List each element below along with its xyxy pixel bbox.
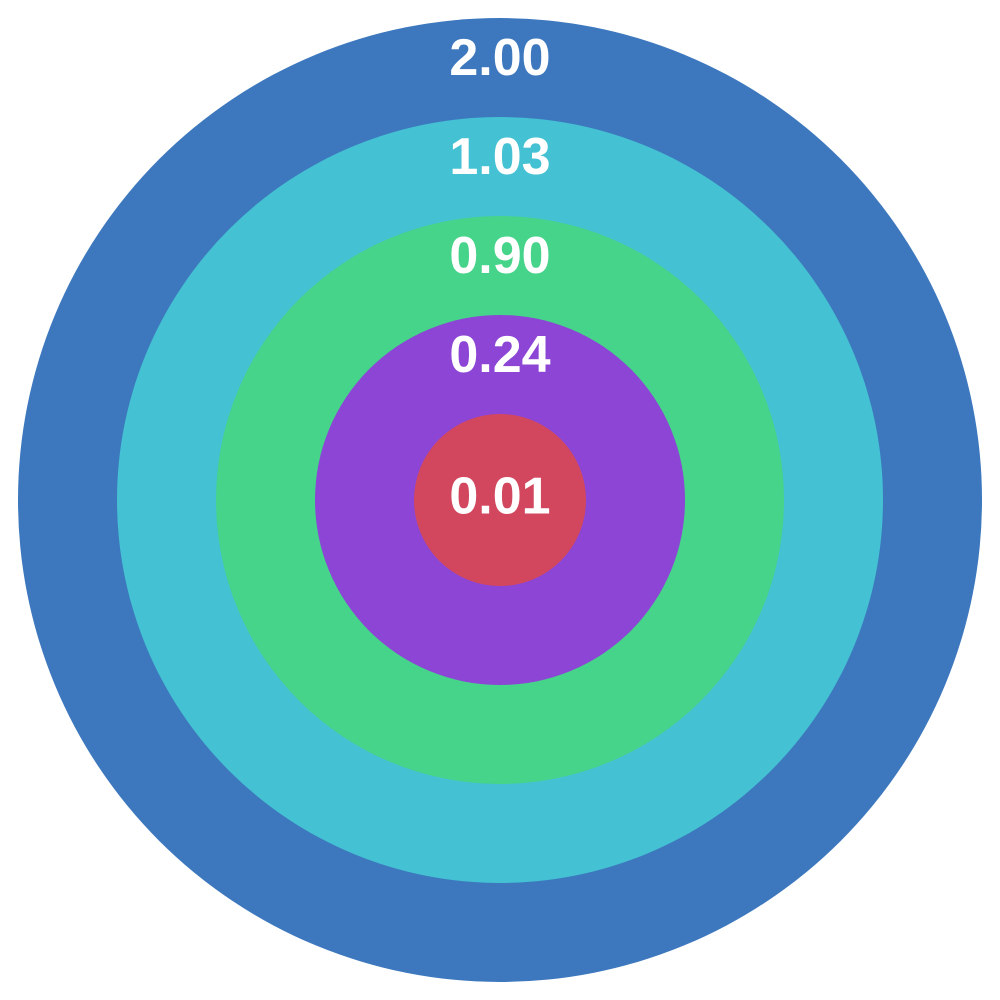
value-label: 2.00 [449,29,550,87]
value-label: 0.90 [449,227,550,285]
ring [414,414,586,586]
value-label: 0.24 [449,326,550,384]
value-label: 0.01 [449,468,550,526]
value-label: 1.03 [449,128,550,186]
